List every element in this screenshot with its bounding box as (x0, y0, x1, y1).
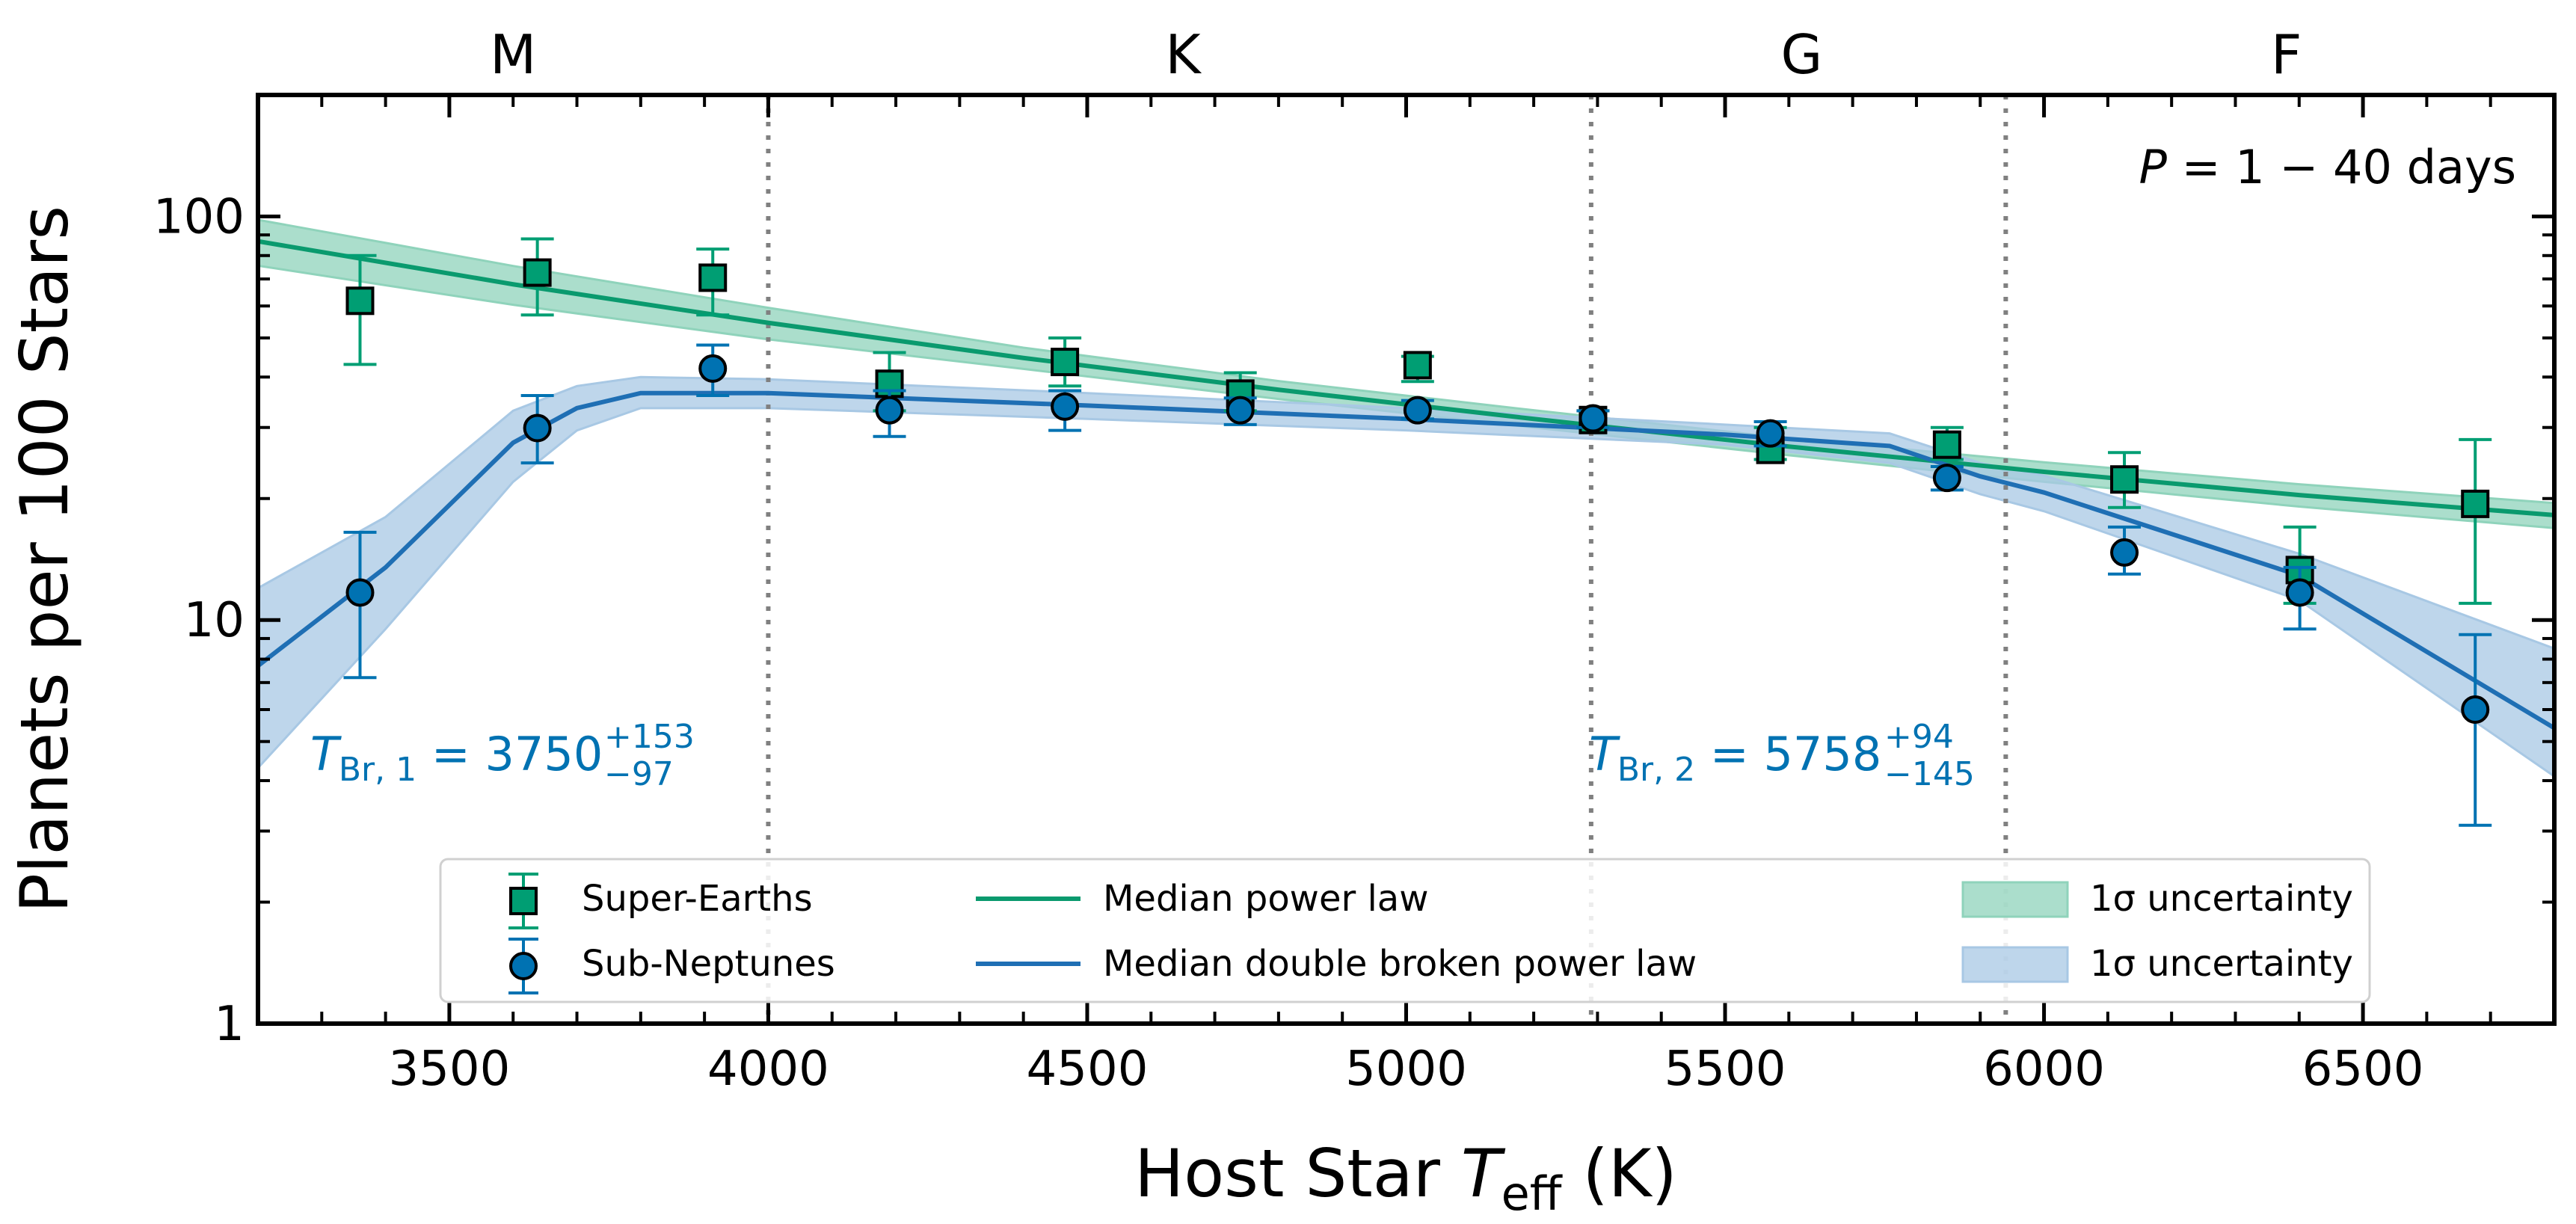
uncertainty-bands (258, 218, 2554, 778)
y-tick-label: 1 (214, 997, 245, 1052)
legend-label-power-law: Median power law (1103, 878, 1428, 920)
sub-neptune-point (1051, 392, 1080, 421)
break-2-symbol: T (1589, 727, 1620, 781)
break-2-minus: −145 (1884, 755, 1975, 793)
sub-neptune-point (523, 413, 552, 443)
super-earth-point (345, 286, 375, 316)
break-annotation-2: TBr, 2 = 5758 (1589, 727, 1881, 789)
break-2-plus: +94 (1884, 718, 1954, 756)
super-earth-point (2461, 489, 2490, 518)
axes: 3500 4000 4500 5000 5500 6000 6500 1 10 100 M K G F (153, 23, 2557, 1097)
y-axis-label: Planets per 100 Stars (6, 206, 83, 913)
sub-neptune-point (2285, 578, 2314, 607)
break-1-symbol: T (310, 727, 342, 781)
break-2-sub: Br, 2 (1617, 751, 1695, 789)
super-earth-point (1932, 430, 1961, 459)
x-tick-label: 6500 (2302, 1042, 2424, 1097)
period-label-italic: P (2139, 140, 2167, 194)
x-tick-label: 6000 (1983, 1042, 2105, 1097)
x-axis-label: Host Star Teff (K) (1134, 1135, 1677, 1221)
x-tick-label: 5000 (1345, 1042, 1467, 1097)
legend-label-broken-power-law: Median double broken power law (1103, 943, 1697, 985)
legend-super-earth-marker (509, 887, 538, 915)
x-axis-label-sub: eff (1501, 1166, 1563, 1221)
spectral-type-label-G: G (1780, 23, 1822, 86)
super-earth-point (1403, 351, 1432, 380)
legend-label-sub-neptunes: Sub-Neptunes (582, 943, 835, 985)
y-tick-label: 100 (153, 189, 245, 245)
x-tick-label: 4000 (707, 1042, 829, 1097)
x-tick-label: 4500 (1027, 1042, 1149, 1097)
spectral-type-label-M: M (490, 23, 536, 86)
super-earth-point (1051, 348, 1080, 377)
break-1-value: = 3750 (416, 727, 603, 781)
super-earth-point (523, 258, 552, 287)
sub-neptune-point (1932, 464, 1961, 493)
legend-sub-neptune-marker (509, 952, 538, 980)
x-axis-label-main: Host Star (1134, 1135, 1461, 1212)
spectral-type-label-K: K (1165, 23, 1202, 86)
sub-neptune-point (1756, 419, 1785, 448)
break-annotation-1: TBr, 1 = 3750 (310, 727, 603, 789)
broken-power-law-band (258, 375, 2554, 778)
period-label: P = 1 − 40 days (2139, 140, 2516, 194)
x-axis-label-unit: (K) (1562, 1135, 1677, 1212)
legend-frame (439, 858, 2371, 1003)
sub-neptune-point (2110, 538, 2139, 567)
legend-label-green-band: 1σ uncertainty (2090, 878, 2353, 920)
break-1-minus: −97 (604, 755, 674, 793)
data-points (343, 237, 2492, 827)
sub-neptune-point (875, 396, 904, 425)
break-2-value: = 5758 (1695, 727, 1881, 781)
spectral-type-label-F: F (2271, 23, 2302, 86)
legend-label-blue-band: 1σ uncertainty (2090, 943, 2353, 985)
sub-neptune-point (345, 578, 375, 607)
sub-neptune-point (698, 354, 728, 383)
legend-blue-band-patch (1961, 946, 2069, 983)
period-label-rest: = 1 − 40 days (2167, 140, 2516, 194)
sub-neptune-point (1579, 404, 1608, 433)
super-earth-point (698, 263, 728, 292)
sub-neptune-point (1226, 396, 1255, 425)
x-axis-label-italic: T (1461, 1135, 1506, 1212)
y-tick-label: 10 (184, 593, 245, 648)
break-1-sub: Br, 1 (339, 751, 416, 789)
sub-neptune-point (1403, 396, 1432, 425)
sub-neptune-point (2461, 695, 2490, 724)
super-earth-point (2110, 465, 2139, 494)
text-labels: Planets per 100 Stars Host Star Teff (K)… (6, 140, 2516, 1221)
break-1-plus: +153 (604, 718, 695, 756)
legend-label-super-earths: Super-Earths (582, 878, 813, 920)
x-tick-label: 5500 (1664, 1042, 1786, 1097)
legend-green-band-patch (1961, 881, 2069, 918)
legend: Super-Earths Sub-Neptunes Median power l… (439, 858, 2371, 1003)
x-tick-label: 3500 (388, 1042, 510, 1097)
